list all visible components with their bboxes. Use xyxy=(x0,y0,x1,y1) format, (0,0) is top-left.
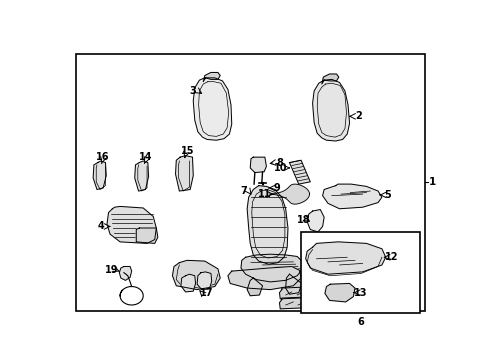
Text: 7: 7 xyxy=(240,186,247,196)
Polygon shape xyxy=(175,156,193,191)
Polygon shape xyxy=(289,160,310,184)
Polygon shape xyxy=(197,272,211,289)
Text: 9: 9 xyxy=(272,183,279,193)
Polygon shape xyxy=(285,274,301,294)
Text: 3: 3 xyxy=(189,86,196,96)
Text: 6: 6 xyxy=(356,317,363,327)
Text: 8: 8 xyxy=(276,158,283,167)
Polygon shape xyxy=(241,254,302,282)
Text: 12: 12 xyxy=(385,252,398,262)
Text: 4: 4 xyxy=(97,221,104,231)
Polygon shape xyxy=(306,210,324,232)
Text: 19: 19 xyxy=(104,265,118,275)
Polygon shape xyxy=(324,283,354,302)
Polygon shape xyxy=(305,242,385,274)
Text: 13: 13 xyxy=(354,288,367,298)
Text: 5: 5 xyxy=(383,190,390,200)
Polygon shape xyxy=(119,266,131,280)
Polygon shape xyxy=(279,294,373,309)
Polygon shape xyxy=(279,285,358,299)
Bar xyxy=(301,232,420,313)
Polygon shape xyxy=(322,184,381,209)
Polygon shape xyxy=(246,278,262,296)
Text: 17: 17 xyxy=(200,288,213,298)
Polygon shape xyxy=(321,74,338,84)
Polygon shape xyxy=(246,186,287,264)
Polygon shape xyxy=(227,266,301,289)
Polygon shape xyxy=(193,78,231,140)
Polygon shape xyxy=(312,80,349,141)
Polygon shape xyxy=(135,161,148,191)
Polygon shape xyxy=(136,228,158,243)
Text: 16: 16 xyxy=(96,152,109,162)
Text: 1: 1 xyxy=(428,177,435,187)
Text: 10: 10 xyxy=(273,163,286,173)
Polygon shape xyxy=(172,260,220,289)
Polygon shape xyxy=(203,72,220,82)
Text: 11: 11 xyxy=(258,189,271,199)
Text: 15: 15 xyxy=(181,146,194,156)
Polygon shape xyxy=(107,206,156,243)
Text: 2: 2 xyxy=(355,111,362,121)
Polygon shape xyxy=(269,184,309,204)
Text: 14: 14 xyxy=(139,152,152,162)
Polygon shape xyxy=(181,274,195,292)
Polygon shape xyxy=(250,157,266,172)
Polygon shape xyxy=(93,161,106,189)
Text: 18: 18 xyxy=(296,215,309,225)
